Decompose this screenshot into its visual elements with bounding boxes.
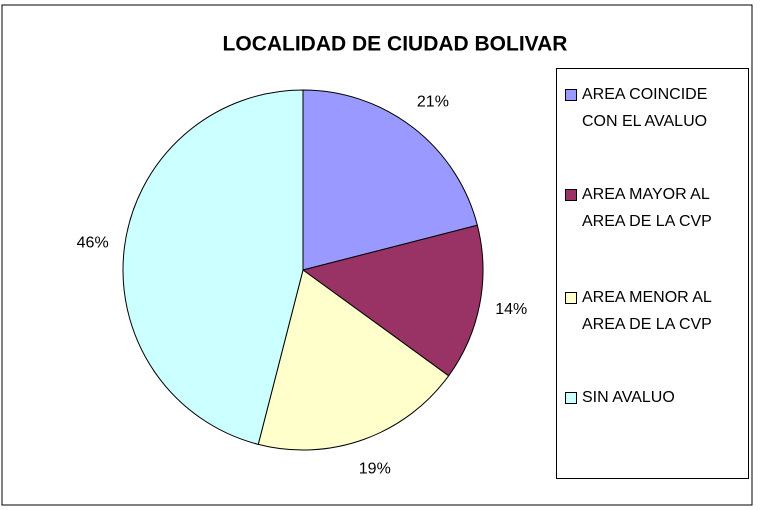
legend-label: AREA MAYOR AL AREA DE LA CVP: [582, 186, 712, 230]
pie-slice: [301, 224, 484, 377]
legend-label: SIN AVALUO: [582, 389, 675, 406]
data-label: 14%: [495, 301, 527, 318]
legend-swatch: [565, 392, 577, 404]
legend-item: AREA COINCIDE CON EL AVALUO: [565, 81, 745, 135]
legend-item: AREA MENOR AL AREA DE LA CVP: [565, 284, 745, 338]
data-label: 21%: [417, 94, 449, 111]
legend-item: SIN AVALUO: [565, 384, 745, 411]
pie-slice: [122, 89, 304, 445]
legend-label: AREA MENOR AL AREA DE LA CVP: [582, 289, 712, 333]
pie-slice: [257, 269, 450, 451]
legend-swatch: [565, 89, 577, 101]
legend-swatch: [565, 189, 577, 201]
legend-item: AREA MAYOR AL AREA DE LA CVP: [565, 181, 745, 235]
data-label: 46%: [77, 235, 109, 252]
legend-label: AREA COINCIDE CON EL AVALUO: [582, 86, 708, 130]
data-label: 19%: [359, 461, 391, 478]
legend-swatch: [565, 292, 577, 304]
chart-title: LOCALIDAD DE CIUDAD BOLIVAR: [223, 33, 568, 56]
legend: AREA COINCIDE CON EL AVALUO AREA MAYOR AL…: [556, 68, 749, 479]
pie-slice: [302, 89, 478, 271]
